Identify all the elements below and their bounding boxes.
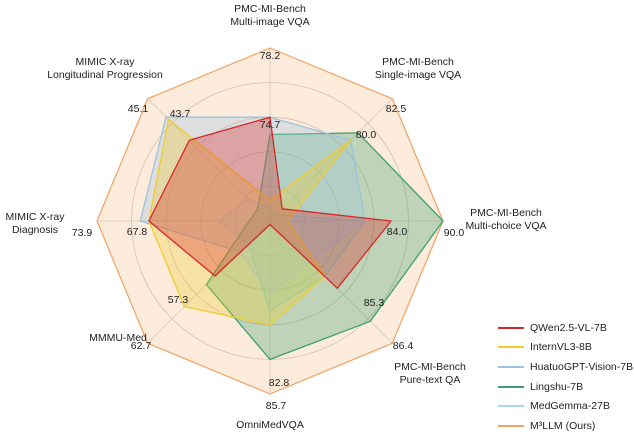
axis-label-8: MIMIC X-ray Longitudinal Progression [47,56,163,81]
legend-label: InternVL3-8B [530,341,592,354]
legend-item: Lingshu-7B [498,377,633,397]
legend-item: HuatuoGPT-Vision-7B [498,357,633,377]
legend-item: QWen2.5-VL-7B [498,318,633,338]
legend-item: M³LLM (Ours) [498,416,633,436]
axis-tick-label-4: 85.3 [364,297,385,309]
series-polygon-medgemma-27b [217,198,366,312]
axis-label-2: PMC-MI-Bench Single-image VQA [375,56,461,81]
axis-max-label-3: 90.0 [444,227,465,239]
radar-labels-layer: PMC-MI-Bench Multi-image VQA 78.2 74.7 PMC-M… [6,3,547,431]
axis-label-6: MMMU-Med [89,332,147,344]
grid-spoke-2 [269,98,393,222]
legend-label: HuatuoGPT-Vision-7B [530,360,634,373]
grid-spoke-6 [147,220,271,344]
legend-label: M³LLM (Ours) [530,419,596,432]
legend-item: InternVL3-8B [498,338,633,358]
axis-label-3: PMC-MI-Bench Multi-choice VQA [465,207,546,232]
series-polygon-huatuogpt-vision-7b [139,116,366,295]
legend-item: MedGemma-27B [498,396,633,416]
legend-swatch [498,365,524,368]
legend-label: QWen2.5-VL-7B [530,321,607,334]
axis-tick-label-6: 57.3 [168,294,189,306]
axis-max-label-5: 85.7 [266,400,287,412]
axis-tick-label-1: 74.7 [260,119,281,131]
axis-max-label-2: 82.5 [386,103,407,115]
axis-tick-label-7: 67.8 [127,226,148,238]
axis-label-7: MIMIC X-ray Diagnosis [6,211,66,236]
legend-label: MedGemma-27B [530,400,610,413]
axis-tick-label-2: 80.0 [356,129,377,141]
axis-tick-label-8: 43.7 [170,108,191,120]
axis-max-label-4: 86.4 [393,340,414,352]
axis-label-1: PMC-MI-Bench Multi-image VQA [230,3,309,28]
series-polygon-qwen2-5-vl-7b [148,116,392,289]
axis-max-label-1: 78.2 [260,50,281,62]
legend-swatch [498,326,524,329]
legend-swatch [498,346,524,349]
legend: QWen2.5-VL-7B InternVL3-8B HuatuoGPT-Visio… [498,318,633,436]
axis-max-label-7: 73.9 [72,227,93,239]
axis-label-4: PMC-MI-Bench Pure-text QA [394,361,466,386]
legend-swatch [498,424,524,427]
radar-series-layer [96,47,444,395]
axis-tick-label-3: 84.0 [387,226,408,238]
series-polygon-lingshu-7b [205,132,444,361]
series-polygon-internvl3-8b [148,118,352,326]
legend-swatch [498,405,524,408]
legend-label: Lingshu-7B [530,380,584,393]
axis-label-5: OmniMedVQA [236,419,304,431]
series-polygon-m-llm-ours [96,47,444,395]
axis-max-label-8: 45.1 [128,103,149,115]
legend-swatch [498,385,524,388]
axis-tick-label-5: 82.8 [269,377,290,389]
axis-max-label-6: 62.7 [131,340,152,352]
